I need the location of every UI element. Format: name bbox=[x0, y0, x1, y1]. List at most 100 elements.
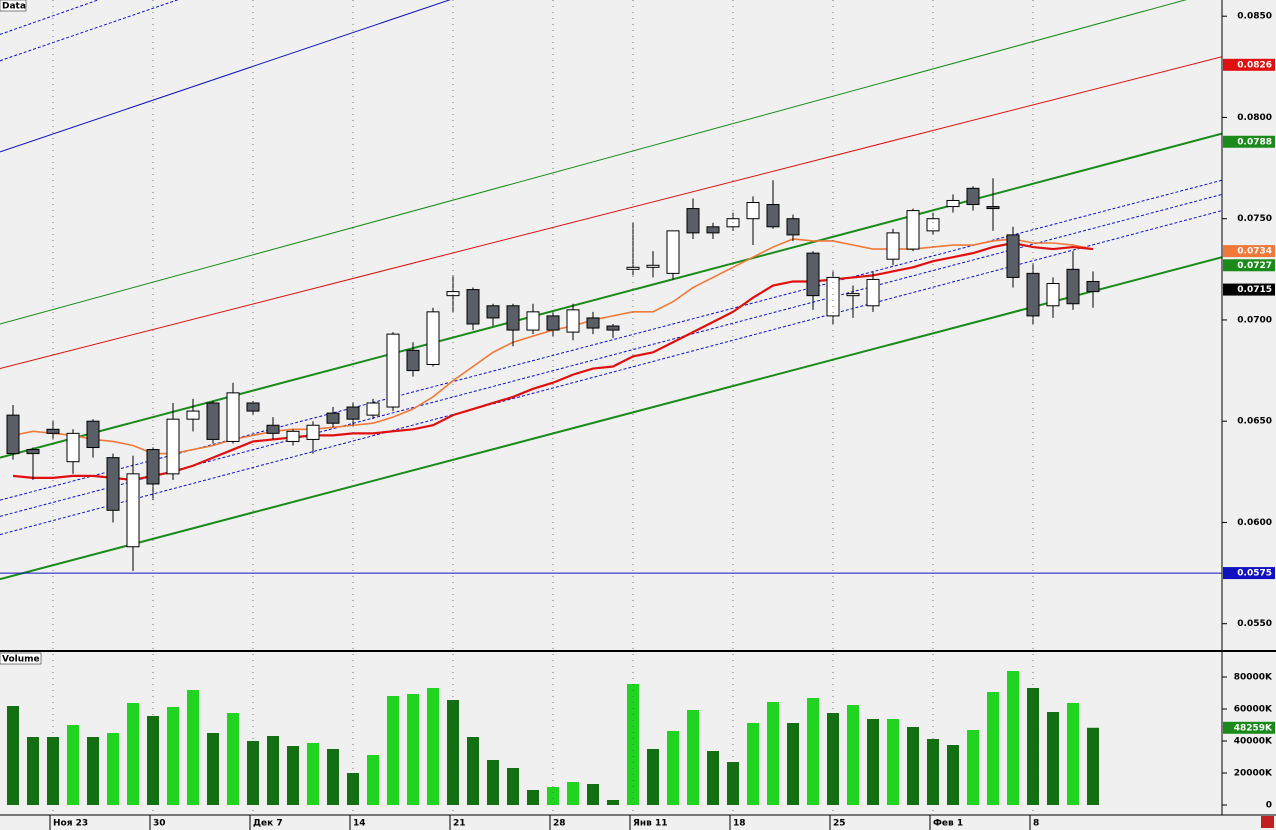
candle-body bbox=[766, 204, 780, 228]
candle-body bbox=[266, 424, 280, 434]
price-marker-label: 0.0727 bbox=[1237, 261, 1272, 271]
volume-bar bbox=[807, 698, 819, 805]
volume-bar bbox=[647, 749, 659, 805]
candle-body bbox=[686, 208, 700, 234]
volume-bar bbox=[747, 723, 759, 805]
price-marker bbox=[1223, 135, 1275, 148]
candle-body bbox=[86, 420, 100, 449]
price-marker-label: 0.0575 bbox=[1237, 569, 1272, 579]
price-marker-label: 0.0734 bbox=[1237, 247, 1272, 257]
x-tick-label: 30 bbox=[153, 819, 166, 829]
volume-bar bbox=[207, 733, 219, 805]
volume-bar bbox=[967, 730, 979, 805]
candle-body bbox=[946, 199, 960, 208]
scroll-icon[interactable] bbox=[1261, 816, 1274, 828]
price-marker bbox=[1223, 567, 1275, 580]
candle-body bbox=[166, 418, 180, 475]
x-tick-label: 21 bbox=[453, 819, 466, 829]
volume-bar bbox=[87, 737, 99, 805]
volume-bar bbox=[467, 737, 479, 805]
volume-bar bbox=[1087, 727, 1099, 805]
volume-bar bbox=[927, 739, 939, 805]
volume-bar bbox=[947, 745, 959, 805]
volume-bar bbox=[847, 705, 859, 805]
volume-bar bbox=[1007, 671, 1019, 805]
panel-label-box bbox=[0, 652, 42, 665]
x-tick-label: 28 bbox=[553, 819, 566, 829]
y-tick-label: 0.0600 bbox=[1237, 518, 1272, 528]
x-tick-label: Фев 1 bbox=[933, 819, 963, 829]
y-tick-label: 0.0700 bbox=[1237, 315, 1272, 325]
candle-body bbox=[406, 349, 420, 372]
candle-body bbox=[486, 305, 500, 319]
x-tick-label: 25 bbox=[833, 819, 846, 829]
price-marker bbox=[1223, 721, 1275, 734]
volume-bar bbox=[887, 719, 899, 805]
volume-bar bbox=[1027, 688, 1039, 805]
candle-body bbox=[666, 230, 680, 274]
volume-bar bbox=[447, 700, 459, 805]
price-marker-label: 48259K bbox=[1234, 723, 1273, 733]
volume-bar bbox=[667, 731, 679, 805]
candle-body bbox=[426, 311, 440, 366]
candle-body bbox=[926, 218, 940, 232]
candle-body bbox=[1086, 280, 1100, 293]
volume-bar bbox=[687, 710, 699, 805]
volume-bar bbox=[7, 706, 19, 805]
volume-bar bbox=[527, 790, 539, 805]
candle-body bbox=[286, 430, 300, 442]
trend-line bbox=[0, 193, 1222, 517]
volume-bar bbox=[407, 694, 419, 805]
volume-bar bbox=[47, 737, 59, 805]
volume-bar bbox=[267, 736, 279, 805]
candle-body bbox=[106, 457, 120, 511]
candle-body bbox=[986, 206, 1000, 210]
candle-body bbox=[446, 291, 460, 297]
y-tick-label: 0.0550 bbox=[1237, 619, 1272, 629]
volume-bar bbox=[187, 690, 199, 805]
candle-body bbox=[126, 473, 140, 548]
volume-bar bbox=[567, 782, 579, 805]
trend-line bbox=[0, 210, 1222, 536]
y-tick-label: 0.0800 bbox=[1237, 113, 1272, 123]
candle-body bbox=[906, 210, 920, 250]
panel-title: Data bbox=[2, 2, 26, 12]
panel-label-box bbox=[0, 0, 27, 12]
candle-body bbox=[306, 424, 320, 440]
candle-body bbox=[46, 428, 60, 434]
candle-body bbox=[606, 325, 620, 331]
candle-body bbox=[566, 309, 580, 333]
candle-body bbox=[226, 392, 240, 442]
volume-bar bbox=[367, 755, 379, 805]
candle-body bbox=[1066, 268, 1080, 305]
y-tick-label: 80000K bbox=[1234, 673, 1273, 683]
moving-average bbox=[12, 241, 1094, 482]
panel-title: Volume bbox=[2, 655, 40, 665]
candle-body bbox=[966, 187, 980, 206]
volume-bar bbox=[507, 768, 519, 805]
volume-bar bbox=[427, 688, 439, 805]
x-tick-label: 8 bbox=[1033, 819, 1039, 829]
x-tick-label: Янв 11 bbox=[633, 819, 668, 829]
candle-body bbox=[186, 410, 200, 420]
trend-line bbox=[0, 0, 1187, 325]
volume-bar bbox=[607, 800, 619, 805]
candle-body bbox=[706, 226, 720, 234]
volume-bar bbox=[67, 725, 79, 805]
candle-body bbox=[1046, 283, 1060, 307]
price-marker bbox=[1223, 245, 1275, 258]
volume-bar bbox=[1067, 703, 1079, 805]
candle-body bbox=[146, 449, 160, 485]
candle-body bbox=[1006, 234, 1020, 278]
volume-bar bbox=[27, 737, 39, 805]
y-tick-label: 40000K bbox=[1234, 737, 1273, 747]
candle-body bbox=[326, 412, 340, 424]
y-tick-label: 0.0650 bbox=[1237, 417, 1272, 427]
volume-bar bbox=[707, 751, 719, 805]
y-tick-label: 0.0750 bbox=[1237, 214, 1272, 224]
x-tick-label: Ноя 23 bbox=[53, 819, 88, 829]
volume-bar bbox=[907, 727, 919, 805]
candle-body bbox=[646, 264, 660, 268]
candle-body bbox=[506, 305, 520, 331]
